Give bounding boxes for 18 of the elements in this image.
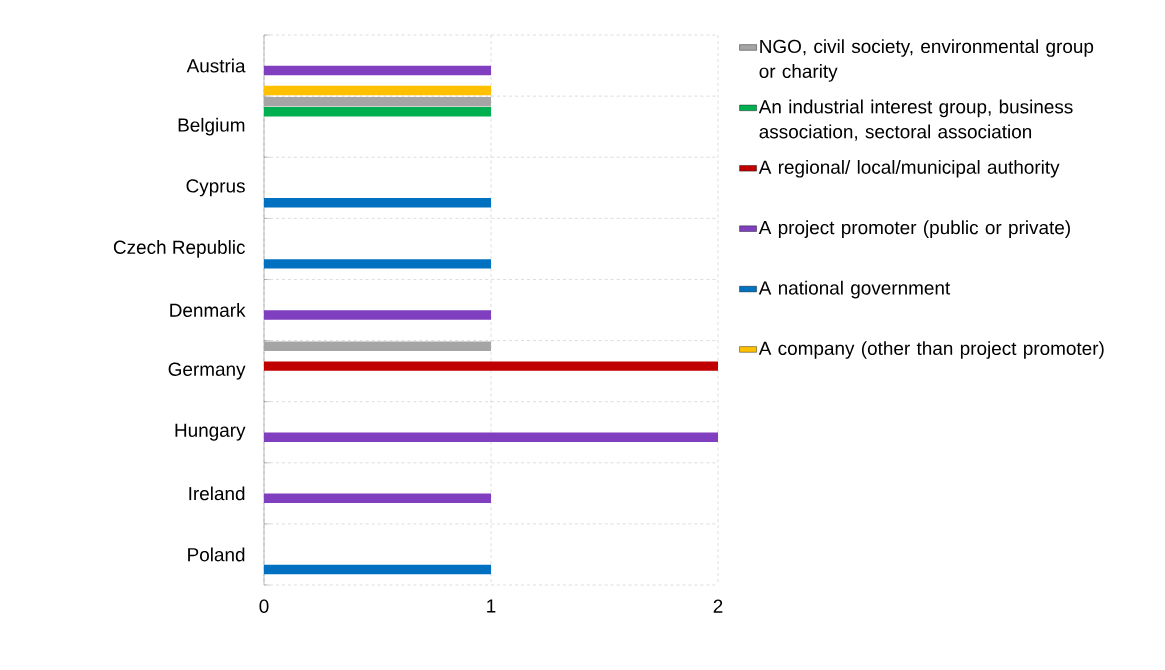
legend-label: A company (other than project promoter) <box>758 341 1104 359</box>
y-tick-label: Cyprus <box>186 179 245 197</box>
legend-label: A regional/ local/municipal authority <box>758 159 1060 178</box>
legend-label: A national government <box>758 280 951 299</box>
y-tick-label: Ireland <box>189 486 245 501</box>
legend-label: An industrial interest group, business association, sectoral association <box>758 99 1073 141</box>
y-tick-label: Denmark <box>170 303 246 317</box>
y-tick-label: Hungary <box>175 423 246 441</box>
legend-label: NGO, civil society, environmental group or charity <box>759 39 1094 82</box>
y-tick-label: Poland <box>188 547 245 562</box>
y-tick-label: Germany <box>168 362 246 380</box>
x-tick-label: 1 <box>487 599 496 613</box>
y-tick-label: Austria <box>186 58 246 73</box>
x-tick-label: 2 <box>713 599 723 613</box>
y-tick-label: Belgium <box>178 117 245 136</box>
y-tick-label: Czech Republic <box>113 240 245 258</box>
x-tick-label: 0 <box>259 599 269 613</box>
legend-label: A project promoter (public or private) <box>758 220 1070 239</box>
